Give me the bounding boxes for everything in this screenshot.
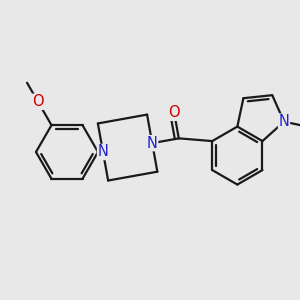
Text: N: N [279, 114, 289, 129]
Text: O: O [32, 94, 44, 109]
Text: O: O [168, 105, 180, 120]
Text: N: N [98, 145, 108, 160]
Text: N: N [147, 136, 158, 151]
